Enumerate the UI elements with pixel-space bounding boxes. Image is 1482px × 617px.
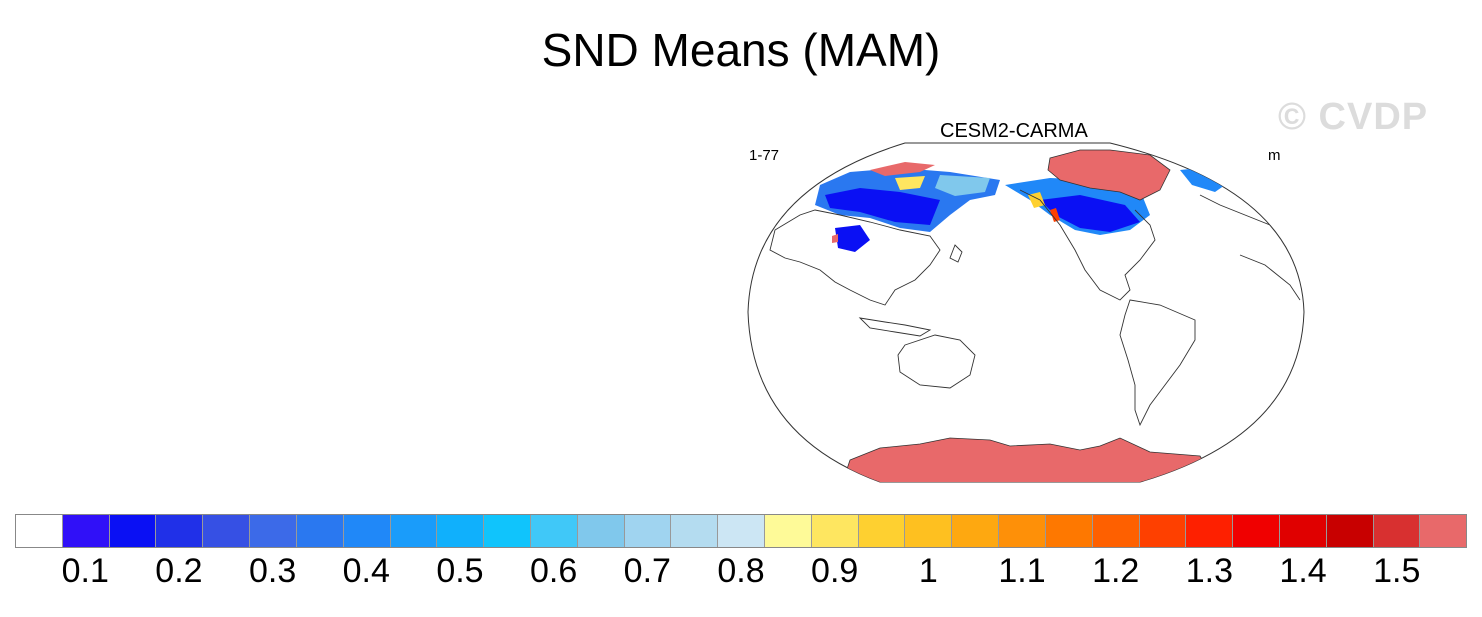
colorbar-tick-label: 1 — [918, 552, 938, 590]
colorbar-swatch — [156, 515, 204, 547]
colorbar-tick-label: 0.2 — [155, 552, 203, 590]
colorbar-swatch — [1326, 515, 1374, 547]
eurasia-snow-deep — [825, 188, 940, 225]
tibet-snow-region — [835, 225, 870, 252]
colorbar-tick-label: 1.4 — [1279, 552, 1327, 590]
north-america-snow-deep — [1040, 195, 1140, 232]
indonesia-coastline — [858, 317, 932, 337]
figure-title: SND Means (MAM) — [541, 24, 941, 76]
colorbar-swatch — [952, 515, 1000, 547]
colorbar-swatch — [437, 515, 485, 547]
colorbar-swatch — [765, 515, 812, 547]
colorbar-swatch — [250, 515, 297, 547]
colorbar-swatch — [624, 515, 672, 547]
colorbar-tick-label: 0.6 — [530, 552, 578, 590]
colorbar-swatch — [858, 515, 906, 547]
asia-coastline — [769, 209, 941, 306]
colorbar-swatch — [203, 515, 251, 547]
colorbar-swatch — [1139, 515, 1187, 547]
colorbar-swatch — [999, 515, 1046, 547]
siberia-yellow — [895, 176, 925, 190]
colorbar-swatch — [1233, 515, 1280, 547]
colorbar-swatch — [484, 515, 531, 547]
colorbar-swatch — [905, 515, 953, 547]
colorbar-tick-label: 0.5 — [436, 552, 484, 590]
rockies-snow-red — [1050, 208, 1060, 222]
colorbar-tick-label: 1.1 — [998, 552, 1046, 590]
world-map — [747, 142, 1305, 483]
greenland-region — [1047, 149, 1171, 201]
colorbar-tick-label: 0.1 — [61, 552, 109, 590]
siberia-light-snow — [935, 175, 990, 196]
colorbar-swatch — [390, 515, 438, 547]
colorbar-tick-label: 0.9 — [811, 552, 859, 590]
colorbar-tick-label: 1.2 — [1092, 552, 1140, 590]
colorbar-tick-label: 1.3 — [1185, 552, 1234, 590]
panel-title: CESM2-CARMA — [940, 120, 1088, 142]
colorbar-tick-label: 1.5 — [1373, 552, 1421, 590]
colorbar-swatch — [62, 515, 110, 547]
colorbar-swatch — [811, 515, 859, 547]
watermark-logo: © CVDP — [1278, 96, 1429, 138]
colorbar-swatch — [343, 515, 391, 547]
colorbar-tick-labels: 0.1 0.2 0.3 0.4 0.5 0.6 0.7 0.8 0.9 1 1.1 1.2 1.3 1.4… — [0, 552, 1482, 602]
australia-coastline — [897, 334, 976, 389]
tibet-snow-peak — [832, 234, 838, 243]
colorbar-swatch — [1279, 515, 1327, 547]
colorbar-tick-label: 0.3 — [248, 552, 297, 590]
colorbar-swatch — [1373, 515, 1421, 547]
panel-units-label: m — [1268, 147, 1281, 164]
japan-coastline — [949, 244, 963, 263]
colorbar-swatch — [1420, 515, 1467, 547]
colorbar-swatch — [530, 515, 578, 547]
colorbar-swatch — [718, 515, 765, 547]
colorbar-swatch — [296, 515, 344, 547]
north-america-coastline — [1019, 189, 1156, 301]
colorbar-swatch — [671, 515, 719, 547]
south-america-coastline — [1119, 299, 1196, 427]
colorbar-swatch — [1186, 515, 1234, 547]
colorbar-swatch — [1045, 515, 1093, 547]
colorbar-tick-label: 0.4 — [342, 552, 390, 590]
colorbar-swatch — [109, 515, 157, 547]
colorbar-tick-label: 0.7 — [623, 552, 671, 590]
arctic-coast-red — [870, 162, 935, 176]
colorbar-swatch — [16, 515, 63, 547]
colorbar-swatch — [577, 515, 625, 547]
panel-left-label: 1-77 — [749, 147, 780, 164]
africa-coastline — [1239, 254, 1301, 301]
colorbar-tick-label: 0.8 — [717, 552, 765, 590]
colorbar — [15, 514, 1467, 548]
scandinavia-snow-region — [1180, 168, 1225, 192]
colorbar-swatch — [1092, 515, 1140, 547]
